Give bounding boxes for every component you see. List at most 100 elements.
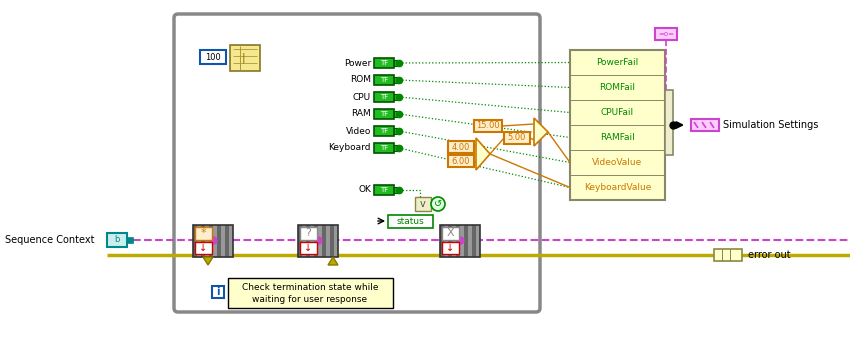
Text: Simulation Settings: Simulation Settings	[723, 120, 819, 130]
Bar	[230, 45, 260, 71]
Text: PowerFail: PowerFail	[597, 58, 638, 67]
Bar	[374, 109, 394, 119]
Bar	[442, 242, 459, 254]
Text: *: *	[201, 228, 206, 238]
Text: ROMFail: ROMFail	[599, 83, 636, 92]
Bar	[444, 225, 448, 257]
Bar	[374, 143, 394, 153]
Text: 100: 100	[205, 53, 221, 61]
Circle shape	[431, 197, 445, 211]
Bar	[193, 225, 197, 257]
Bar	[448, 225, 452, 257]
Bar	[714, 249, 742, 261]
Text: TF: TF	[380, 111, 388, 117]
Bar	[460, 225, 464, 257]
Text: Video: Video	[346, 126, 371, 135]
Text: 5.00: 5.00	[507, 133, 526, 143]
Bar	[298, 225, 302, 257]
Bar	[195, 227, 212, 240]
Text: i: i	[216, 287, 220, 297]
Text: RAMFail: RAMFail	[600, 133, 635, 142]
Bar	[298, 225, 338, 257]
Bar	[394, 111, 399, 117]
Bar	[221, 225, 225, 257]
Text: waiting for user response: waiting for user response	[252, 295, 367, 304]
Bar	[334, 225, 338, 257]
Bar	[300, 227, 317, 240]
Text: 4.00: 4.00	[452, 143, 470, 152]
Text: ↓: ↓	[199, 243, 207, 253]
Text: RAM: RAM	[351, 110, 371, 119]
Bar	[322, 225, 326, 257]
Text: Power: Power	[343, 59, 371, 67]
Bar	[374, 75, 394, 85]
Bar	[229, 225, 233, 257]
Text: X: X	[446, 228, 454, 238]
Bar	[394, 60, 399, 66]
Text: TF: TF	[380, 187, 388, 193]
Bar	[228, 278, 393, 308]
Bar	[468, 225, 472, 257]
Bar	[394, 77, 399, 83]
Bar	[374, 126, 394, 136]
Text: CPUFail: CPUFail	[601, 108, 634, 117]
Bar	[314, 225, 318, 257]
Text: VideoValue: VideoValue	[592, 158, 643, 167]
Bar	[448, 141, 474, 153]
Text: ROM: ROM	[350, 75, 371, 85]
Bar	[201, 225, 205, 257]
Bar	[205, 225, 209, 257]
Bar	[302, 225, 306, 257]
Text: TF: TF	[380, 145, 388, 151]
Text: OK: OK	[358, 185, 371, 194]
Bar	[195, 242, 212, 254]
Text: status: status	[396, 216, 424, 225]
Bar	[440, 225, 444, 257]
Bar	[374, 92, 394, 102]
FancyBboxPatch shape	[174, 14, 540, 312]
Text: 15.00: 15.00	[476, 122, 500, 130]
Text: ↓: ↓	[304, 243, 312, 253]
Polygon shape	[534, 118, 548, 146]
Bar	[570, 50, 665, 200]
Bar	[448, 155, 474, 167]
Text: Keyboard: Keyboard	[328, 144, 371, 153]
Bar	[456, 225, 460, 257]
Bar	[415, 197, 431, 211]
Bar	[197, 225, 201, 257]
Bar	[440, 225, 480, 257]
Bar	[310, 225, 314, 257]
Text: Check termination state while: Check termination state while	[241, 282, 378, 292]
Text: =o=: =o=	[658, 31, 674, 37]
Bar	[374, 58, 394, 68]
Text: TF: TF	[380, 128, 388, 134]
Bar	[691, 119, 719, 131]
Bar	[474, 120, 502, 132]
Text: TF: TF	[380, 60, 388, 66]
Bar	[225, 225, 229, 257]
Bar	[209, 225, 213, 257]
Bar	[472, 225, 476, 257]
Bar	[665, 90, 673, 155]
Text: v: v	[420, 199, 426, 209]
Polygon shape	[203, 257, 213, 265]
Bar	[374, 185, 394, 195]
Bar	[330, 225, 334, 257]
Text: b: b	[114, 236, 120, 245]
Text: TF: TF	[380, 94, 388, 100]
Bar	[388, 215, 433, 228]
Text: error out: error out	[748, 250, 790, 260]
Bar	[442, 227, 459, 240]
Bar	[300, 242, 317, 254]
Bar	[394, 94, 399, 100]
Bar	[504, 132, 530, 144]
Bar	[394, 145, 399, 151]
Bar	[464, 225, 468, 257]
Bar	[318, 225, 322, 257]
Text: |: |	[241, 53, 245, 63]
Bar	[394, 128, 399, 134]
Text: ↺: ↺	[434, 199, 442, 209]
Bar	[452, 225, 456, 257]
Text: 6.00: 6.00	[451, 156, 470, 165]
Text: CPU: CPU	[353, 92, 371, 101]
